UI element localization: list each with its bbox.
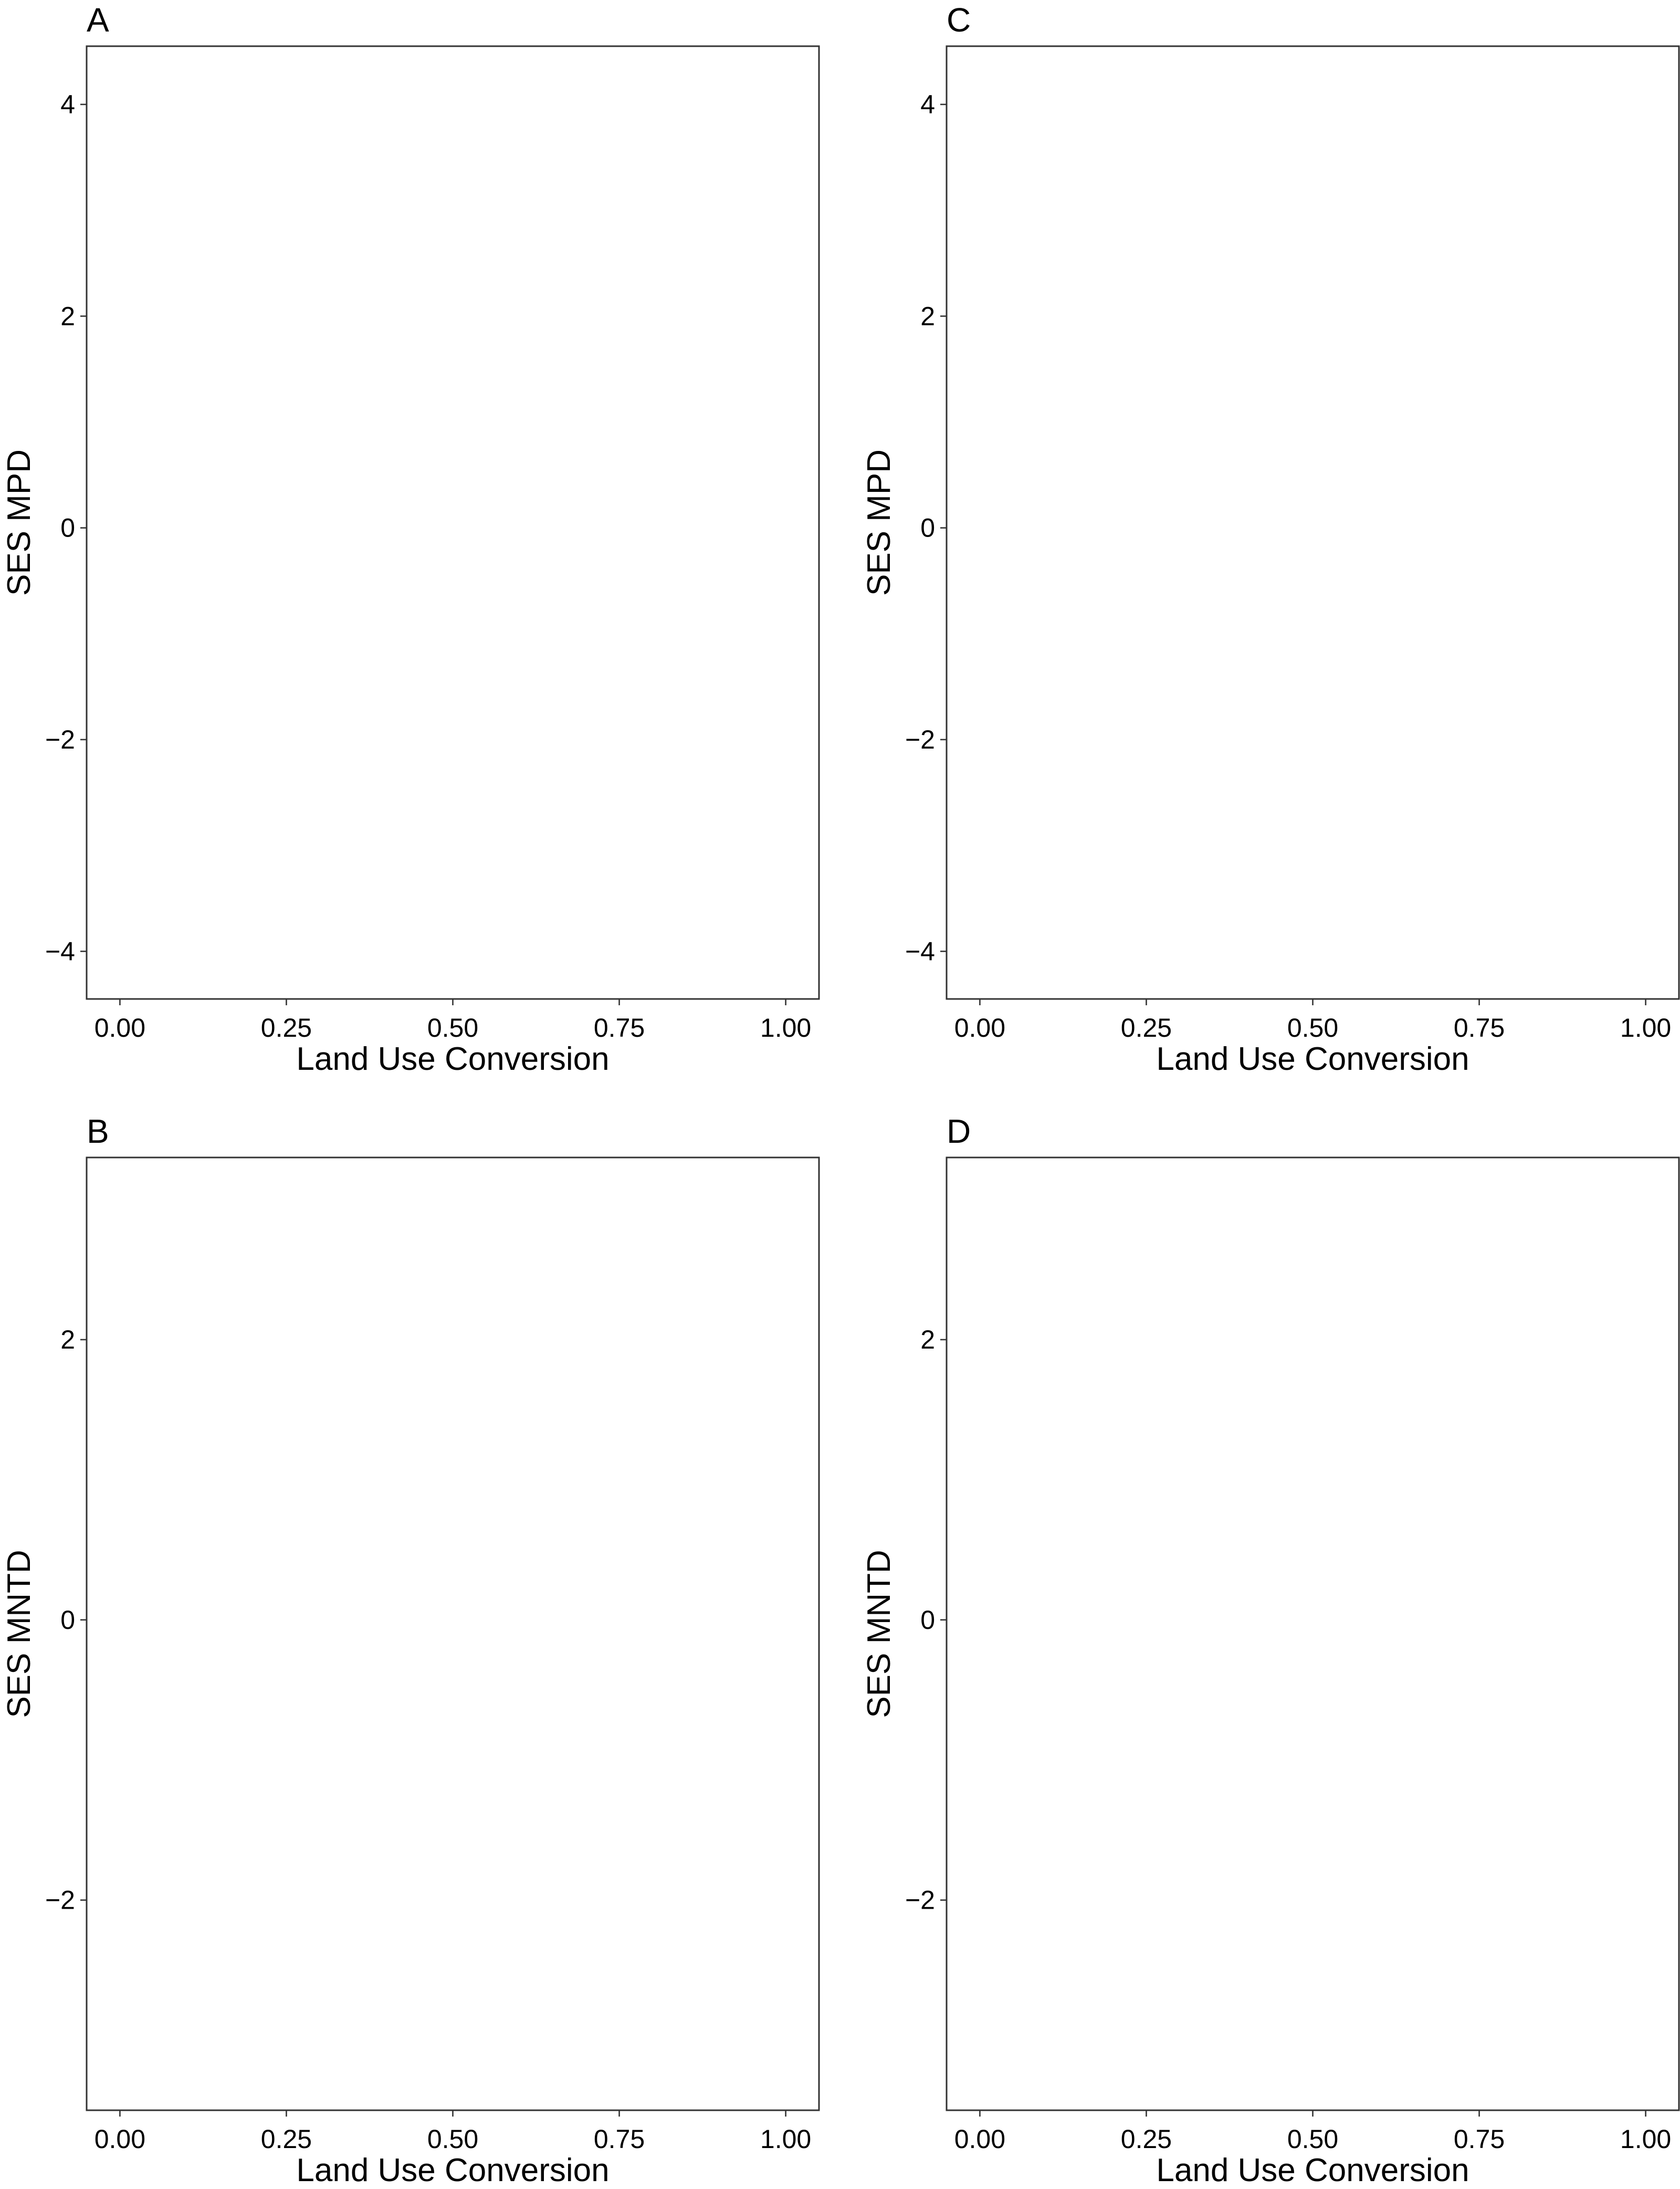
x-tick-label: 0.75 <box>1454 2124 1505 2154</box>
y-tick-label: 2 <box>60 1325 75 1354</box>
y-tick-label: 2 <box>920 1325 935 1354</box>
y-tick-label: −2 <box>905 725 935 754</box>
panel-border <box>946 1156 1680 2111</box>
y-tick-label: 2 <box>60 301 75 331</box>
x-axis-title: Land Use Conversion <box>1156 1041 1469 1077</box>
x-tick-label: 0.75 <box>594 1013 645 1043</box>
y-tick-label: 2 <box>920 301 935 331</box>
panel-label: A <box>87 1 109 39</box>
x-tick-label: 0.50 <box>1287 1013 1338 1043</box>
panel-b: 0.00 0.25 0.50 0.75 1.00 −2 0 2 Land Use Convers… <box>1 1112 820 2188</box>
x-tick-label: 0.25 <box>261 1013 312 1043</box>
y-tick-label: 4 <box>60 90 75 119</box>
y-axis-title: SES MPD <box>1 449 37 596</box>
x-tick-label: 1.00 <box>1620 2124 1671 2154</box>
y-tick-label: 4 <box>920 90 935 119</box>
y-tick-label: 0 <box>60 513 75 543</box>
panel-d: 0.00 0.25 0.50 0.75 1.00 −2 0 2 Land Use Convers… <box>861 1112 1680 2188</box>
y-tick-label: 0 <box>60 1605 75 1635</box>
y-tick-label: 0 <box>920 513 935 543</box>
y-tick-label: −4 <box>45 936 75 966</box>
y-tick-label: 0 <box>920 1605 935 1635</box>
y-axis-title: SES MNTD <box>861 1550 897 1718</box>
x-tick-label: 1.00 <box>760 1013 811 1043</box>
panel-border <box>86 1156 820 2111</box>
x-tick-label: 0.25 <box>1121 2124 1172 2154</box>
panel-a: 0.00 0.25 0.50 0.75 1.00 −4 −2 0 2 4 Land Use Conv… <box>1 1 820 1077</box>
panel-border <box>946 45 1680 1000</box>
x-tick-label: 0.25 <box>261 2124 312 2154</box>
x-axis-title: Land Use Conversion <box>296 2152 609 2186</box>
y-axis-title: SES MPD <box>861 449 897 596</box>
y-axis-title: SES MNTD <box>1 1550 37 1718</box>
panel-label: D <box>947 1112 971 1150</box>
x-tick-label: 0.00 <box>94 2124 145 2154</box>
x-tick-label: 0.75 <box>594 2124 645 2154</box>
x-tick-label: 0.00 <box>94 1013 145 1043</box>
x-tick-label: 0.00 <box>954 1013 1005 1043</box>
panel-label: C <box>947 1 971 39</box>
x-tick-label: 0.50 <box>427 2124 478 2154</box>
x-tick-label: 0.25 <box>1121 1013 1172 1043</box>
panel-c: 0.00 0.25 0.50 0.75 1.00 −4 −2 0 2 4 Land Use Conv… <box>861 1 1680 1077</box>
x-tick-label: 0.50 <box>427 1013 478 1043</box>
x-tick-label: 0.50 <box>1287 2124 1338 2154</box>
x-axis-title: Land Use Conversion <box>296 1041 609 1077</box>
y-tick-label: −2 <box>45 725 75 754</box>
y-tick-label: −2 <box>905 1886 935 1915</box>
x-tick-label: 1.00 <box>760 2124 811 2154</box>
x-tick-label: 1.00 <box>1620 1013 1671 1043</box>
x-tick-label: 0.75 <box>1454 1013 1505 1043</box>
y-tick-label: −2 <box>45 1886 75 1915</box>
panel-border <box>86 45 820 1000</box>
y-tick-label: −4 <box>905 936 935 966</box>
panel-label: B <box>87 1112 109 1150</box>
x-axis-title: Land Use Conversion <box>1156 2152 1469 2186</box>
x-tick-label: 0.00 <box>954 2124 1005 2154</box>
